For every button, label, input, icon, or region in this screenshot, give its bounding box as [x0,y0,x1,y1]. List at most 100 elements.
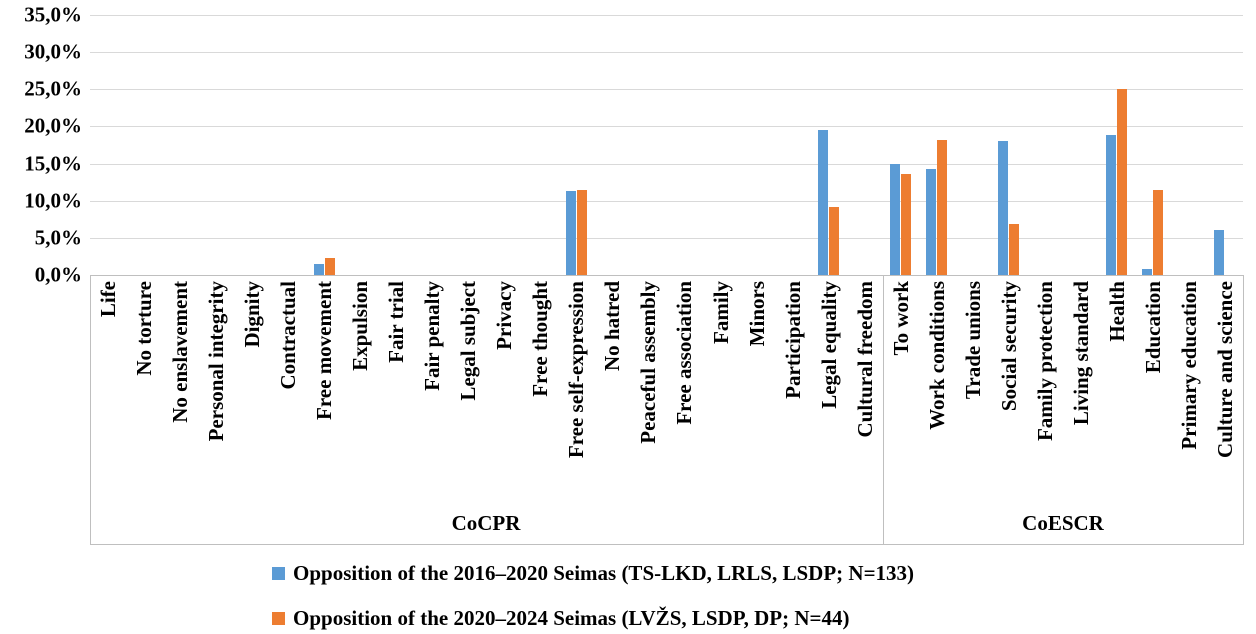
category-label: Fair trial [378,281,414,501]
y-tick-label: 20,0% [24,113,82,138]
category-label-text: Family protection [1032,281,1057,442]
category-label-text: Cultural freedom [852,281,877,438]
y-tick-label: 10,0% [24,188,82,213]
category-label-text: Free association [672,281,697,425]
category-label-text: Free movement [312,281,337,420]
category-label: Free association [667,281,703,501]
category-label-text: Expulsion [348,281,373,371]
axis-frame-line [90,275,91,545]
category-label: Education [1135,281,1171,501]
category-label: No torture [126,281,162,501]
category-label: Free movement [306,281,342,501]
bar-series1 [926,168,937,275]
category-label-text: Work conditions [924,281,949,430]
legend-item-2020-2024: Opposition of the 2020–2024 Seimas (LVŽS… [272,604,849,632]
axis-frame-line [1243,275,1244,545]
bar-series1 [1106,135,1117,275]
group-label-cocpr: CoCPR [451,511,521,535]
category-label: Cultural freedom [847,281,883,501]
category-label: Culture and science [1207,281,1243,501]
legend-label-2016-2020: Opposition of the 2016–2020 Seimas (TS-L… [293,560,915,585]
category-label: No hatred [594,281,630,501]
bar-series2 [576,190,587,275]
category-label: Work conditions [919,281,955,501]
category-label: Health [1099,281,1135,501]
category-label: Legal equality [811,281,847,501]
category-label: Privacy [486,281,522,501]
axis-frame-line [90,544,1244,545]
category-label: Life [90,281,126,501]
bar-series1 [818,130,829,275]
legend-item-2016-2020: Opposition of the 2016–2020 Seimas (TS-L… [272,559,914,587]
category-label: Primary education [1171,281,1207,501]
category-label: Free self-expression [558,281,594,501]
category-label-text: Trade unions [960,281,985,400]
category-label-text: Family [708,281,733,344]
bar-series2 [829,207,840,275]
category-label-text: Participation [780,281,805,399]
category-label-text: Living standard [1068,281,1093,426]
bar-series2 [1009,224,1020,275]
group-label-coescr: CoESCR [1022,511,1104,535]
gridline [90,89,1243,90]
bar-series2 [324,257,335,275]
axis-frame-line [883,275,884,545]
category-label: Trade unions [955,281,991,501]
legend-swatch-blue-icon [272,566,285,580]
category-label-text: Dignity [240,281,265,348]
category-label: Family protection [1027,281,1063,501]
category-label-text: Contractual [276,281,301,390]
bar-series1 [1214,230,1225,275]
category-label: Participation [775,281,811,501]
category-label: Free thought [522,281,558,501]
gridline [90,15,1243,16]
bar-series2 [901,173,912,275]
category-label: Expulsion [342,281,378,501]
category-label-text: Peaceful assembly [636,281,661,444]
category-label: Dignity [234,281,270,501]
bar-series1 [998,141,1009,275]
category-label-text: Fair penalty [420,281,445,391]
category-label-text: Personal integrity [204,281,229,442]
bar-series1 [565,191,576,275]
category-label-text: Legal equality [816,281,841,409]
gridline [90,238,1243,239]
category-label-text: Legal subject [456,281,481,401]
category-label-text: Health [1104,281,1129,342]
bar-series1 [890,163,901,275]
bar-series1 [1142,269,1153,275]
gridline [90,201,1243,202]
y-tick-label: 35,0% [24,2,82,27]
y-tick-label: 5,0% [34,225,82,250]
category-label-text: Free self-expression [564,281,589,459]
bar-series1 [313,263,324,275]
gridline [90,164,1243,165]
bar-series2 [937,139,948,275]
category-label-text: Privacy [492,281,517,350]
category-label-text: Fair trial [384,281,409,363]
y-tick-label: 0,0% [34,262,82,287]
category-label: Minors [739,281,775,501]
category-label-text: Social security [996,281,1021,412]
category-label: Peaceful assembly [630,281,666,501]
category-label: Family [703,281,739,501]
category-label-text: No enslavement [168,281,193,423]
category-label: Personal integrity [198,281,234,501]
category-label-text: To work [888,281,913,356]
category-label: No enslavement [162,281,198,501]
y-tick-label: 15,0% [24,151,82,176]
category-label-text: Free thought [528,281,553,397]
category-label: Social security [991,281,1027,501]
category-label-text: Primary education [1176,281,1201,450]
category-label: To work [883,281,919,501]
category-label: Fair penalty [414,281,450,501]
category-label-text: Life [95,281,120,318]
bar-series2 [1153,190,1164,275]
category-label: Legal subject [450,281,486,501]
category-label-text: Culture and science [1212,281,1237,458]
category-label-text: No hatred [600,281,625,372]
legend-swatch-orange-icon [272,611,285,625]
category-label: Living standard [1063,281,1099,501]
category-label: Contractual [270,281,306,501]
